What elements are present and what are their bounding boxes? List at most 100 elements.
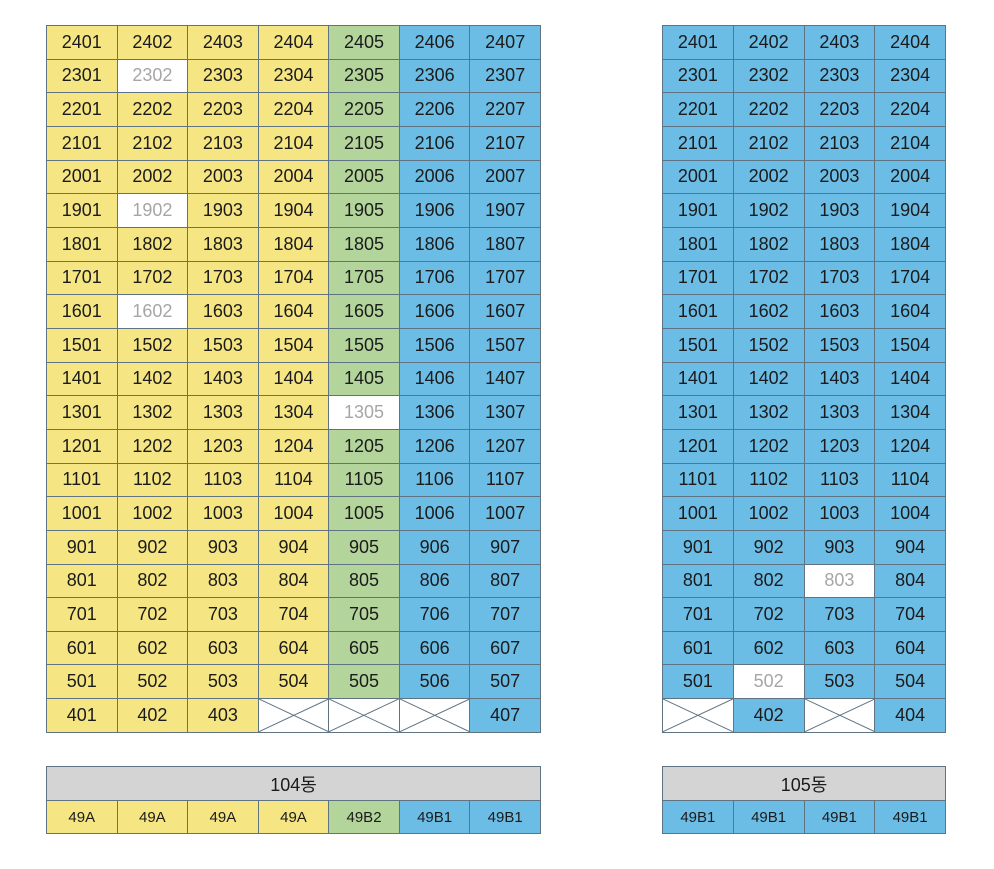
unit-type-label: 49A <box>187 800 259 834</box>
unit-cell: 1703 <box>187 260 259 296</box>
floor-row: 701 702 703 704 705 706 707 <box>46 597 541 632</box>
unit-cell: 1203 <box>803 428 876 464</box>
unit-cell: 702 <box>732 597 805 632</box>
unit-cell: 1504 <box>874 327 946 363</box>
unit-cell: 1705 <box>328 260 400 296</box>
unit-cell: 2202 <box>732 92 805 127</box>
unit-cell: 1604 <box>874 294 946 329</box>
unit-cell: 601 <box>662 630 734 666</box>
unit-cell: 1303 <box>803 395 876 430</box>
building-104-legend: 104동 49A 49A 49A 49A 49B2 49B1 49B1 <box>46 766 541 834</box>
unit-cell: 1006 <box>398 496 471 531</box>
unit-cell: 2003 <box>187 159 259 195</box>
unit-cell: 701 <box>662 597 734 632</box>
unit-cell: 504 <box>257 664 330 700</box>
unit-cell: 604 <box>257 630 330 666</box>
unit-cell: 804 <box>257 563 330 599</box>
unit-cell: 2405 <box>328 25 400 60</box>
unit-cell: 1602 <box>732 294 805 329</box>
unit-cell: 1503 <box>187 327 259 363</box>
unit-cell: 2201 <box>46 92 118 127</box>
unit-type-label: 49B1 <box>662 800 734 834</box>
unit-cell: 2404 <box>874 25 946 60</box>
unit-cell: 1804 <box>874 226 946 262</box>
unit-cell: 1304 <box>874 395 946 430</box>
unit-cell: 2004 <box>257 159 330 195</box>
unit-cell: 1901 <box>46 193 118 228</box>
unit-cell: 603 <box>803 630 876 666</box>
unit-cell: 501 <box>662 664 734 700</box>
unit-cell: 1507 <box>469 327 541 363</box>
unit-cell: 602 <box>732 630 805 666</box>
unit-cell: 1904 <box>874 193 946 228</box>
unit-cell: 1304 <box>257 395 330 430</box>
unit-cell: 1901 <box>662 193 734 228</box>
unit-cell: 2403 <box>803 25 876 60</box>
no-unit-cell <box>803 698 876 733</box>
unit-cell: 1004 <box>257 496 330 531</box>
unit-cell: 1702 <box>732 260 805 296</box>
unit-cell: 901 <box>46 529 118 565</box>
unit-cell: 2201 <box>662 92 734 127</box>
floor-row: 1601 1602 1603 1604 <box>662 294 946 329</box>
unit-cell: 1701 <box>662 260 734 296</box>
unit-cell: 1907 <box>469 193 541 228</box>
unit-cell: 606 <box>398 630 471 666</box>
unit-cell: 2302 <box>732 58 805 94</box>
floor-row: 1301 1302 1303 1304 1305 1306 1307 <box>46 395 541 430</box>
floor-row: 1401 1402 1403 1404 <box>662 361 946 397</box>
unit-cell: 502 <box>116 664 189 700</box>
unit-cell: 504 <box>874 664 946 700</box>
unit-cell: 1506 <box>398 327 471 363</box>
unit-type-label: 49A <box>46 800 118 834</box>
unit-cell: 903 <box>187 529 259 565</box>
unit-cell: 2207 <box>469 92 541 127</box>
floor-row: 402 404 <box>662 698 946 733</box>
unit-cell: 2006 <box>398 159 471 195</box>
floor-row: 801 802 803 804 <box>662 563 946 599</box>
floor-row: 701 702 703 704 <box>662 597 946 632</box>
unit-cell: 503 <box>803 664 876 700</box>
floor-row: 1801 1802 1803 1804 1805 1806 1807 <box>46 226 541 262</box>
unit-cell: 2303 <box>803 58 876 94</box>
unit-cell: 1703 <box>803 260 876 296</box>
unit-cell: 1407 <box>469 361 541 397</box>
floor-row: 1501 1502 1503 1504 1505 1506 1507 <box>46 327 541 363</box>
unit-cell: 1003 <box>187 496 259 531</box>
unit-cell: 2307 <box>469 58 541 94</box>
unit-cell: 2107 <box>469 125 541 161</box>
floor-row: 2101 2102 2103 2104 2105 2106 2107 <box>46 125 541 161</box>
unit-cell: 1101 <box>662 462 734 498</box>
unit-cell: 1204 <box>257 428 330 464</box>
no-unit-cell <box>398 698 471 733</box>
no-unit-cell <box>257 698 330 733</box>
unit-cell: 1504 <box>257 327 330 363</box>
unit-cell: 1303 <box>187 395 259 430</box>
unit-cell: 602 <box>116 630 189 666</box>
unit-cell: 802 <box>732 563 805 599</box>
unit-cell: 601 <box>46 630 118 666</box>
unit-cell: 1007 <box>469 496 541 531</box>
floor-row: 2001 2002 2003 2004 <box>662 159 946 195</box>
unit-cell: 1601 <box>662 294 734 329</box>
unit-cell: 1607 <box>469 294 541 329</box>
unit-cell: 2402 <box>732 25 805 60</box>
unit-cell: 407 <box>469 698 541 733</box>
floor-row: 1501 1502 1503 1504 <box>662 327 946 363</box>
unit-cell: 2301 <box>662 58 734 94</box>
unit-cell: 1004 <box>874 496 946 531</box>
unit-cell: 2401 <box>662 25 734 60</box>
unit-cell: 2306 <box>398 58 471 94</box>
cross-icon <box>400 699 470 732</box>
unit-cell: 1001 <box>662 496 734 531</box>
unit-cell: 403 <box>187 698 259 733</box>
unit-cell: 1402 <box>116 361 189 397</box>
unit-cell: 1104 <box>257 462 330 498</box>
unit-cell: 1803 <box>803 226 876 262</box>
unit-cell: 1207 <box>469 428 541 464</box>
unit-cell: 1001 <box>46 496 118 531</box>
unit-cell: 2004 <box>874 159 946 195</box>
unit-cell: 1403 <box>803 361 876 397</box>
unit-type-label: 49B1 <box>803 800 876 834</box>
unit-cell: 2404 <box>257 25 330 60</box>
